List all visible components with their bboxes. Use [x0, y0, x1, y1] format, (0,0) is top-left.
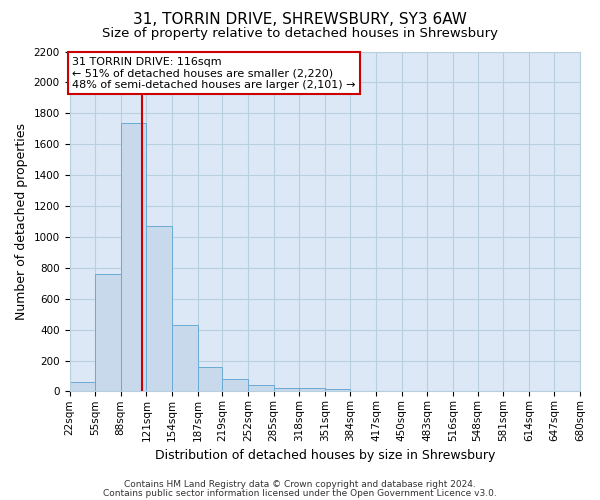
Bar: [248, 385, 274, 392]
Bar: [70, 382, 95, 392]
Bar: [172, 325, 197, 392]
Bar: [223, 379, 248, 392]
Bar: [95, 274, 121, 392]
Text: 31, TORRIN DRIVE, SHREWSBURY, SY3 6AW: 31, TORRIN DRIVE, SHREWSBURY, SY3 6AW: [133, 12, 467, 28]
Y-axis label: Number of detached properties: Number of detached properties: [15, 123, 28, 320]
Bar: [299, 388, 325, 392]
Bar: [197, 368, 223, 392]
Text: Contains public sector information licensed under the Open Government Licence v3: Contains public sector information licen…: [103, 488, 497, 498]
Bar: [325, 389, 350, 392]
Bar: [121, 122, 146, 392]
Text: Contains HM Land Registry data © Crown copyright and database right 2024.: Contains HM Land Registry data © Crown c…: [124, 480, 476, 489]
Bar: [146, 226, 172, 392]
X-axis label: Distribution of detached houses by size in Shrewsbury: Distribution of detached houses by size …: [155, 450, 495, 462]
Text: Size of property relative to detached houses in Shrewsbury: Size of property relative to detached ho…: [102, 28, 498, 40]
Text: 31 TORRIN DRIVE: 116sqm
← 51% of detached houses are smaller (2,220)
48% of semi: 31 TORRIN DRIVE: 116sqm ← 51% of detache…: [72, 56, 356, 90]
Bar: [274, 388, 299, 392]
